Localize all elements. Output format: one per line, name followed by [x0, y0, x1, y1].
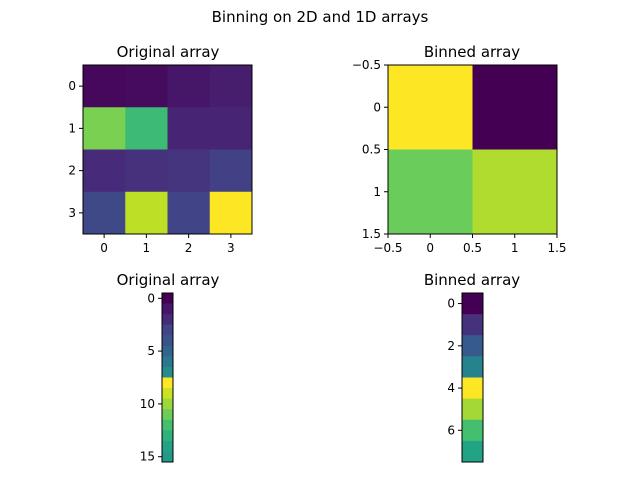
heatmap-cell — [162, 419, 174, 431]
x-tick-label: 1 — [511, 241, 519, 255]
heatmap-cell — [162, 409, 174, 421]
heatmap-cell — [167, 65, 211, 108]
y-tick-label: 0 — [147, 291, 155, 305]
heatmap-cell — [162, 388, 174, 400]
heatmap-cell — [162, 324, 174, 336]
x-tick-label: 1 — [143, 241, 151, 255]
panel-title: Binned array — [424, 43, 520, 61]
axes-frame — [461, 292, 484, 463]
heatmap-cell — [162, 345, 174, 357]
heatmap-cell — [125, 65, 168, 108]
heatmap-cell — [162, 335, 174, 347]
heatmap-cell — [162, 451, 174, 463]
heatmap-cell — [472, 65, 558, 150]
y-tick-label: 3 — [68, 206, 76, 220]
heatmap-cell — [167, 149, 211, 193]
heatmap-cell — [125, 149, 168, 193]
panel-binned-2d: Binned array −0.500.511.5−0.5 0 0.5 1 1.5 — [352, 43, 567, 255]
y-tick-label: 1 — [373, 185, 381, 199]
x-tick-label: 3 — [227, 241, 235, 255]
panel-original-1d: Original array 0 5 10 15 — [117, 271, 220, 464]
heatmap-cell — [388, 149, 473, 235]
panel-title: Binned array — [424, 271, 520, 289]
axes-frame — [161, 292, 174, 463]
x-tick-label: 0.5 — [463, 241, 482, 255]
heatmap-cell — [462, 293, 484, 315]
y-tick-label: 2 — [447, 339, 455, 353]
heatmap-cell — [462, 335, 484, 357]
heatmap-cell — [209, 65, 253, 108]
y-tick-label: 0 — [447, 297, 455, 311]
heatmap-cell — [162, 430, 174, 442]
y-tick-label: 1 — [68, 121, 76, 135]
heatmap-cell — [162, 398, 174, 410]
x-tick-label: 0 — [426, 241, 434, 255]
axes-frame — [82, 64, 253, 235]
y-tick-label: 15 — [140, 450, 155, 464]
heatmap-cell — [162, 293, 174, 304]
panel-original-2d: Original array 0 1 2 3 0 1 2 3 — [68, 43, 253, 255]
heatmap-cell — [388, 65, 473, 150]
y-tick-label: −0.5 — [352, 58, 381, 72]
heatmap-cell — [472, 149, 558, 235]
heatmap-cell — [462, 419, 484, 442]
heatmap-cell — [209, 107, 253, 150]
panel-title: Original array — [117, 43, 220, 61]
heatmap-cell — [162, 440, 174, 452]
heatmap-cell — [209, 149, 253, 193]
heatmap-cell — [462, 356, 484, 378]
panel-binned-1d: Binned array 0 2 4 6 — [424, 271, 520, 463]
heatmap-cell — [462, 398, 484, 421]
y-tick-label: 6 — [447, 423, 455, 437]
x-tick-label: 2 — [185, 241, 193, 255]
panel-title: Original array — [117, 271, 220, 289]
heatmap-cell — [83, 107, 126, 150]
heatmap-cell — [209, 191, 253, 235]
heatmap-cell — [462, 440, 484, 463]
y-tick-label: 4 — [447, 381, 455, 395]
heatmap-cell — [162, 314, 174, 326]
y-tick-label: 0 — [68, 79, 76, 93]
x-tick-label: 1.5 — [547, 241, 566, 255]
heatmap-cell — [162, 377, 174, 389]
figure-suptitle: Binning on 2D and 1D arrays — [212, 8, 429, 26]
heatmap-cell — [83, 191, 126, 235]
heatmap-cell — [462, 377, 484, 400]
y-tick-label: 5 — [147, 344, 155, 358]
x-tick-label: 0 — [100, 241, 108, 255]
y-tick-label: 10 — [140, 397, 155, 411]
y-tick-label: 1.5 — [362, 227, 381, 241]
heatmap-cell — [125, 107, 168, 150]
y-tick-label: 2 — [68, 164, 76, 178]
heatmap-cell — [125, 191, 168, 235]
heatmap-cell — [162, 303, 174, 315]
y-tick-label: 0 — [373, 100, 381, 114]
heatmap-cell — [83, 65, 126, 108]
heatmap-cell — [462, 314, 484, 336]
heatmap-cell — [162, 366, 174, 378]
y-tick-label: 0.5 — [362, 143, 381, 157]
heatmap-cell — [167, 191, 211, 235]
heatmap-cell — [83, 149, 126, 193]
x-tick-label: −0.5 — [373, 241, 402, 255]
heatmap-cell — [167, 107, 211, 150]
heatmap-cell — [162, 356, 174, 368]
